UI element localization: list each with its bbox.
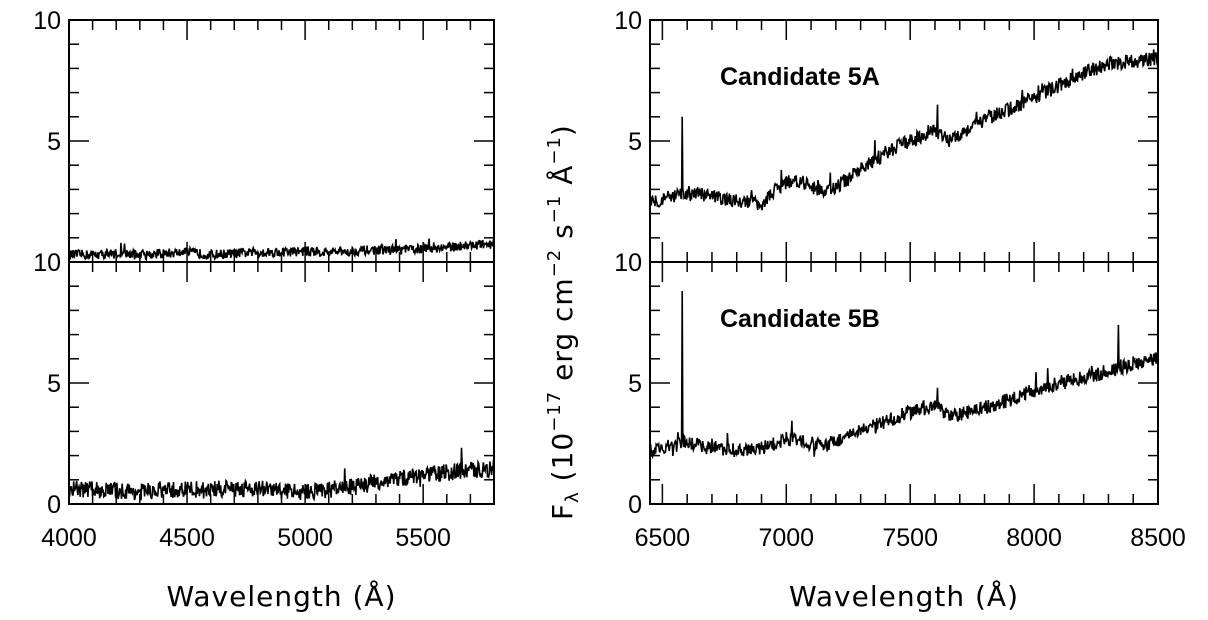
panel-right-bottom: 10 5 0 6500 7000 7500 8000 8500 Wavelength (Å) Ca… xyxy=(614,249,1186,613)
y-tick-label: 10 xyxy=(33,7,61,35)
panel-right-top: 10 5 Candidate 5A xyxy=(614,7,1159,263)
y-label-part: (10 xyxy=(546,432,579,491)
x-tick-label: 4500 xyxy=(159,524,215,552)
x-axis-label: Wavelength (Å) xyxy=(166,579,396,613)
y-label-part: −2 xyxy=(544,249,565,278)
panel-frame xyxy=(649,19,1159,263)
y-label-part: λ xyxy=(562,491,583,503)
x-tick-label: 5500 xyxy=(395,524,451,552)
y-tick-label: 10 xyxy=(33,249,61,277)
y-label-part: F xyxy=(546,503,579,520)
panel-left-bottom: 10 5 0 4000 4500 5000 5500 Wavelength (Å) xyxy=(33,249,495,613)
y-label-part: −1 xyxy=(544,136,565,165)
y-label-part: erg cm xyxy=(546,277,579,391)
spectrum-line xyxy=(69,447,494,502)
y-tick-label: 0 xyxy=(47,491,61,519)
y-label-part: −1 xyxy=(544,195,565,224)
y-axis-label: Fλ (10−17 erg cm−2 s−1 Å−1) xyxy=(544,124,583,520)
x-tick-label: 7000 xyxy=(758,524,814,552)
x-tick-label: 8500 xyxy=(1130,524,1186,552)
y-label-part: Å xyxy=(545,165,579,195)
y-label-part: −17 xyxy=(544,391,565,432)
y-label-part: ) xyxy=(546,124,579,136)
y-tick-label: 0 xyxy=(628,491,642,519)
spectrum-line xyxy=(650,49,1158,211)
y-tick-label: 5 xyxy=(628,128,642,156)
spectrum-line xyxy=(69,238,494,262)
y-tick-label: 10 xyxy=(614,249,642,277)
x-axis-label: Wavelength (Å) xyxy=(789,579,1019,613)
candidate-label: Candidate 5B xyxy=(720,305,880,333)
x-tick-label: 6500 xyxy=(635,524,691,552)
x-tick-label: 5000 xyxy=(277,524,333,552)
y-label-part: s xyxy=(546,223,579,249)
y-tick-label: 5 xyxy=(628,370,642,398)
y-tick-label: 5 xyxy=(47,370,61,398)
spectrum-line xyxy=(650,290,1158,460)
panel-frame xyxy=(68,19,495,263)
y-tick-label: 5 xyxy=(47,128,61,156)
x-tick-label: 4000 xyxy=(41,524,97,552)
candidate-label: Candidate 5A xyxy=(720,63,880,91)
x-tick-label: 8000 xyxy=(1006,524,1062,552)
panel-left-top: 10 5 xyxy=(33,7,495,263)
x-tick-label: 7500 xyxy=(882,524,938,552)
y-tick-label: 10 xyxy=(614,7,642,35)
